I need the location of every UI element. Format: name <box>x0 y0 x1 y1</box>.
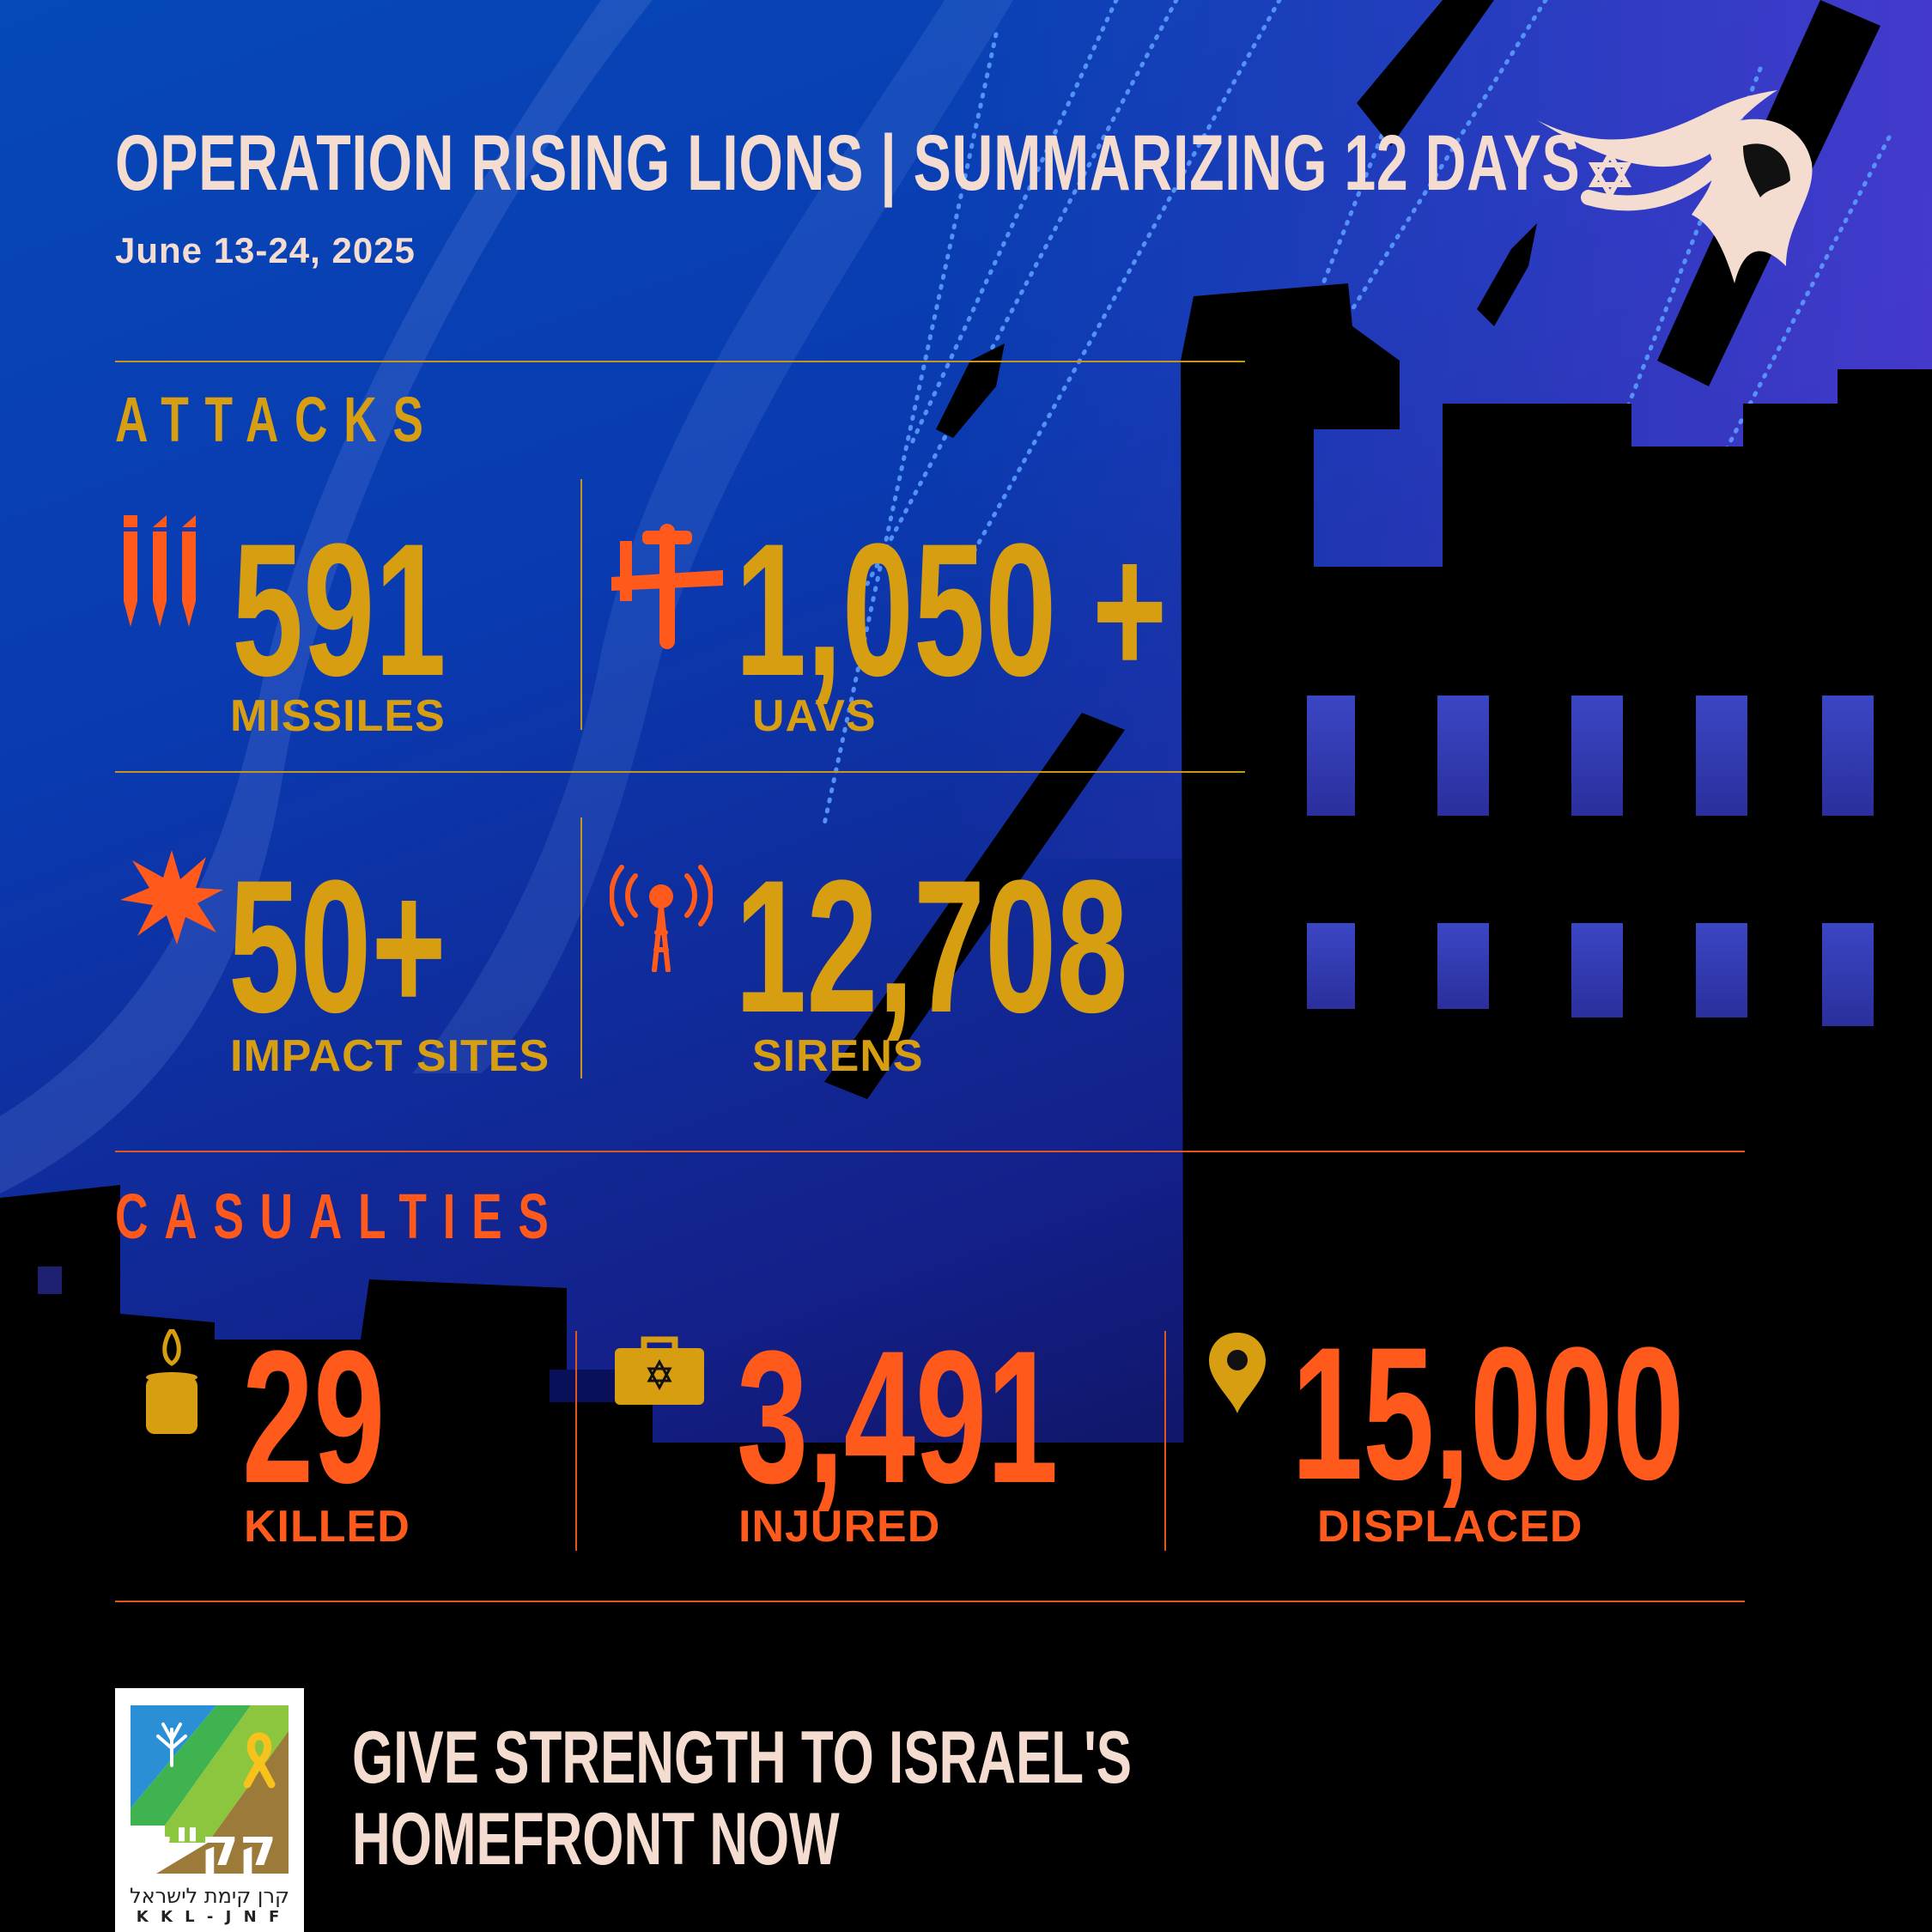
divider-vertical <box>575 1331 577 1551</box>
missiles-label: MISSILES <box>230 691 446 741</box>
injured-value: 3,491 <box>737 1311 1059 1522</box>
logo-org-hebrew: קרן קימת לישראל <box>129 1884 290 1908</box>
explosion-icon <box>120 850 223 945</box>
kkl-jnf-logo: קק"ל קרן קימת לישראל K K L - J N F <box>115 1688 304 1932</box>
drone-icon <box>611 524 723 649</box>
divider-vertical <box>1164 1331 1166 1551</box>
divider-top <box>115 361 1245 362</box>
injured-label: INJURED <box>738 1502 941 1552</box>
kkl-logo-mark-icon: קק"ל <box>131 1705 289 1874</box>
missiles-value: 591 <box>232 504 447 715</box>
impact-sites-label: IMPACT SITES <box>230 1031 550 1081</box>
killed-label: KILLED <box>244 1502 410 1552</box>
divider-casualties <box>115 1151 1745 1152</box>
uavs-label: UAVS <box>752 691 877 741</box>
cta-line-1: GIVE STRENGTH TO ISRAEL'S <box>352 1716 1133 1799</box>
displaced-value: 15,000 <box>1291 1308 1685 1519</box>
divider-bottom <box>115 1601 1745 1602</box>
memorial-candle-icon <box>146 1329 197 1434</box>
date-range: June 13-24, 2025 <box>115 230 416 270</box>
casualties-section-title: CASUALTIES <box>115 1181 565 1252</box>
logo-hebrew-letters: קק"ל <box>143 1818 276 1874</box>
divider-vertical <box>580 817 582 1078</box>
divider-vertical <box>580 479 582 730</box>
displaced-label: DISPLACED <box>1317 1502 1583 1552</box>
attacks-section-title: ATTACKS <box>115 384 440 455</box>
divider-middle <box>115 771 1245 773</box>
sirens-label: SIRENS <box>752 1031 924 1081</box>
logo-org-latin: K K L - J N F <box>136 1908 283 1926</box>
call-to-action: GIVE STRENGTH TO ISRAEL'S HOMEFRONT NOW <box>352 1717 1132 1880</box>
lion-emblem-icon <box>1537 90 1813 283</box>
sirens-value: 12,708 <box>735 841 1128 1052</box>
uavs-value: 1,050 + <box>735 504 1168 715</box>
page-title: OPERATION RISING LIONS | SUMMARIZING 12 … <box>115 119 1581 207</box>
impact-sites-value: 50+ <box>228 841 447 1052</box>
location-pin-icon <box>1209 1333 1266 1413</box>
siren-tower-icon <box>610 865 713 972</box>
missiles-icon <box>124 515 196 627</box>
medical-kit-icon <box>615 1336 704 1405</box>
killed-value: 29 <box>242 1311 386 1522</box>
cta-line-2: HOMEFRONT NOW <box>352 1797 840 1880</box>
